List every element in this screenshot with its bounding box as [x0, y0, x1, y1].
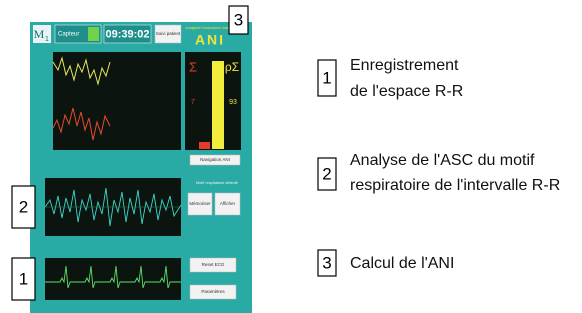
rho-sigma-value: 93: [229, 99, 237, 106]
logo-sub: 1: [45, 36, 49, 43]
index-caption: Analgésie Nociception Index: [185, 26, 231, 30]
callout-line: Enregistrement: [350, 57, 459, 74]
rho-sigma: ρΣ: [225, 60, 239, 74]
sigma-bar: [199, 142, 210, 149]
navigation-button-label: Navigation ANI: [200, 157, 230, 162]
rr-plot: [53, 52, 181, 150]
marker: 2: [19, 197, 28, 216]
show-button-label: Afficher: [220, 201, 236, 206]
callout-number: 1: [322, 68, 331, 87]
callout-number: 3: [322, 253, 331, 272]
motif-caption: Motif respiratoire détecté: [196, 181, 238, 185]
sensor-indicator: [88, 27, 99, 41]
callout-line: Analyse de l'ASC du motif: [350, 152, 535, 169]
figure: M 1 Capteur 09:39:02 Suivi patient Analg…: [0, 0, 582, 313]
sigma: Σ: [189, 59, 197, 74]
sensor-label: Capteur: [58, 32, 79, 38]
reset-button-label: Reset ECG: [202, 262, 225, 267]
index-name: ANI: [195, 32, 225, 48]
logo: M: [34, 27, 45, 41]
marker: 3: [234, 10, 243, 29]
callout-line: de l'espace R-R: [350, 83, 463, 100]
callout-line: Calcul de l'ANI: [350, 255, 454, 272]
clock: 09:39:02: [105, 28, 149, 40]
callout-line: respiratoire de l'intervalle R-R: [350, 177, 560, 194]
sigma-value: 7: [191, 99, 195, 106]
settings-button-label: Paramètres: [201, 289, 225, 294]
patient-button-label: Suivi patient: [156, 31, 181, 36]
marker: 1: [19, 269, 28, 288]
memorize-button-label: Mémoriser: [189, 201, 211, 206]
rho-sigma-bar: [212, 61, 224, 149]
callout-number: 2: [322, 164, 331, 183]
